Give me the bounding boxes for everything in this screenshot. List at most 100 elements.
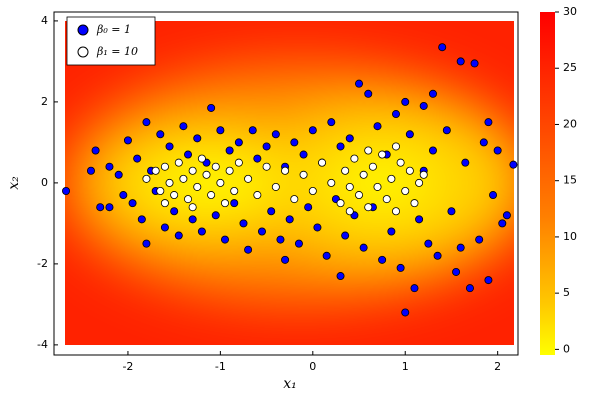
point [401, 97, 410, 106]
point [160, 199, 169, 208]
point [475, 235, 484, 244]
point [271, 130, 280, 139]
point [62, 186, 71, 195]
point [142, 239, 151, 248]
point [86, 166, 95, 175]
point [378, 255, 387, 264]
point [142, 118, 151, 127]
point [415, 215, 424, 224]
point [364, 146, 373, 155]
point [387, 174, 396, 183]
point [225, 146, 234, 155]
point [174, 231, 183, 240]
point [470, 59, 479, 68]
point [234, 158, 243, 167]
point [387, 227, 396, 236]
point [184, 150, 193, 159]
point [373, 182, 382, 191]
point [419, 170, 428, 179]
point [294, 239, 303, 248]
point [391, 207, 400, 216]
point [509, 160, 518, 169]
point [156, 186, 165, 195]
point [355, 191, 364, 200]
point [345, 207, 354, 216]
point [188, 203, 197, 212]
point [336, 142, 345, 151]
point [197, 227, 206, 236]
y-tick-label: 0 [41, 176, 48, 189]
point [341, 166, 350, 175]
legend-label: β₁ = 10 [96, 45, 138, 58]
legend-marker [77, 46, 89, 58]
y-tick-label: 2 [41, 95, 48, 108]
point [170, 191, 179, 200]
point [498, 219, 507, 228]
x-tick-label: 1 [402, 360, 409, 373]
point [188, 215, 197, 224]
point [207, 103, 216, 112]
plot-frame [53, 11, 519, 356]
point [160, 162, 169, 171]
point [128, 199, 137, 208]
point [419, 101, 428, 110]
point [151, 166, 160, 175]
point [281, 255, 290, 264]
point [299, 150, 308, 159]
point [114, 170, 123, 179]
point [220, 199, 229, 208]
point [456, 243, 465, 252]
point [193, 134, 202, 143]
point [442, 126, 451, 135]
colorbar-tick-label: 25 [563, 61, 577, 74]
point [447, 207, 456, 216]
point [290, 195, 299, 204]
point [271, 182, 280, 191]
point [220, 235, 229, 244]
point [105, 162, 114, 171]
point [123, 136, 132, 145]
point [197, 154, 206, 163]
point [378, 150, 387, 159]
point [96, 203, 105, 212]
x-tick-label: 0 [309, 360, 316, 373]
point [484, 276, 493, 285]
point [308, 186, 317, 195]
point [428, 146, 437, 155]
point [401, 186, 410, 195]
point [211, 211, 220, 220]
point [452, 267, 461, 276]
point [285, 215, 294, 224]
y-tick-label: -4 [37, 338, 48, 351]
point [184, 195, 193, 204]
point [410, 199, 419, 208]
point [299, 170, 308, 179]
point [345, 182, 354, 191]
point [318, 158, 327, 167]
point [234, 138, 243, 147]
point [359, 243, 368, 252]
colorbar [540, 12, 555, 355]
point [193, 182, 202, 191]
point [345, 134, 354, 143]
x-tick-label: -2 [122, 360, 133, 373]
point [359, 170, 368, 179]
point [373, 122, 382, 131]
y-axis-label: x₂ [6, 176, 22, 190]
point [281, 166, 290, 175]
point [290, 138, 299, 147]
point [211, 162, 220, 171]
point [91, 146, 100, 155]
point [350, 154, 359, 163]
point [248, 126, 257, 135]
point [502, 211, 511, 220]
point [170, 207, 179, 216]
point [230, 199, 239, 208]
point [239, 219, 248, 228]
point [415, 178, 424, 187]
point [465, 284, 474, 293]
point [382, 195, 391, 204]
colorbar-tick-label: 5 [563, 286, 570, 299]
point [179, 122, 188, 131]
point [493, 146, 502, 155]
